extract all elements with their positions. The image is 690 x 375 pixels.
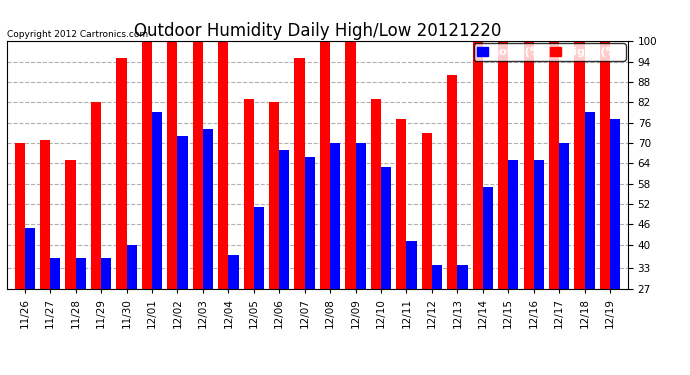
Bar (534, 160, 544, 289)
Bar (320, 41, 330, 289)
Bar (40, 140, 50, 289)
Bar (447, 75, 457, 289)
Legend: Low  (%), High  (%): Low (%), High (%) (474, 44, 626, 61)
Bar (25, 228, 35, 289)
Bar (575, 41, 584, 289)
Bar (381, 167, 391, 289)
Bar (305, 156, 315, 289)
Bar (14, 143, 25, 289)
Bar (422, 133, 432, 289)
Bar (346, 41, 355, 289)
Bar (50, 258, 60, 289)
Bar (269, 102, 279, 289)
Bar (498, 41, 509, 289)
Bar (91, 102, 101, 289)
Bar (66, 160, 76, 289)
Bar (355, 143, 366, 289)
Bar (218, 41, 228, 289)
Bar (203, 129, 213, 289)
Bar (509, 160, 518, 289)
Bar (177, 136, 188, 289)
Bar (406, 241, 417, 289)
Bar (117, 58, 126, 289)
Title: Outdoor Humidity Daily High/Low 20121220: Outdoor Humidity Daily High/Low 20121220 (134, 22, 501, 40)
Bar (559, 143, 569, 289)
Bar (457, 265, 468, 289)
Bar (152, 112, 162, 289)
Bar (473, 41, 483, 289)
Bar (228, 255, 239, 289)
Bar (193, 41, 203, 289)
Bar (483, 187, 493, 289)
Bar (126, 244, 137, 289)
Bar (244, 99, 254, 289)
Bar (549, 41, 559, 289)
Bar (141, 41, 152, 289)
Bar (610, 119, 620, 289)
Bar (101, 258, 111, 289)
Bar (254, 207, 264, 289)
Bar (396, 119, 406, 289)
Text: Copyright 2012 Cartronics.com: Copyright 2012 Cartronics.com (7, 30, 148, 39)
Bar (167, 41, 177, 289)
Bar (432, 265, 442, 289)
Bar (330, 143, 340, 289)
Bar (76, 258, 86, 289)
Bar (600, 41, 610, 289)
Bar (371, 99, 381, 289)
Bar (524, 41, 534, 289)
Bar (295, 58, 305, 289)
Bar (584, 112, 595, 289)
Bar (279, 150, 289, 289)
